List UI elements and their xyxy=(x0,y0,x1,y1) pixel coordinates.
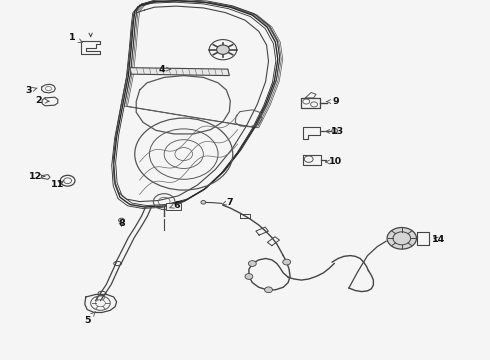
Circle shape xyxy=(387,228,416,249)
Text: 7: 7 xyxy=(222,198,233,207)
Text: 5: 5 xyxy=(84,312,95,325)
Text: 11: 11 xyxy=(51,180,65,189)
Text: 2: 2 xyxy=(35,96,49,105)
Polygon shape xyxy=(130,68,229,76)
Circle shape xyxy=(248,261,256,266)
Text: 6: 6 xyxy=(170,201,180,210)
Text: 9: 9 xyxy=(326,97,339,106)
FancyBboxPatch shape xyxy=(166,203,181,210)
Text: 4: 4 xyxy=(158,65,171,74)
Text: 13: 13 xyxy=(325,127,343,136)
Circle shape xyxy=(245,274,253,279)
Circle shape xyxy=(265,287,272,293)
Circle shape xyxy=(217,45,229,54)
Text: 10: 10 xyxy=(326,157,342,166)
Circle shape xyxy=(332,129,338,133)
Circle shape xyxy=(201,201,206,204)
Circle shape xyxy=(119,218,124,222)
Circle shape xyxy=(283,259,291,265)
Text: 3: 3 xyxy=(25,86,37,95)
Text: 8: 8 xyxy=(118,219,125,228)
Text: 12: 12 xyxy=(28,172,45,181)
Text: 1: 1 xyxy=(69,33,82,42)
Text: 14: 14 xyxy=(432,235,445,244)
